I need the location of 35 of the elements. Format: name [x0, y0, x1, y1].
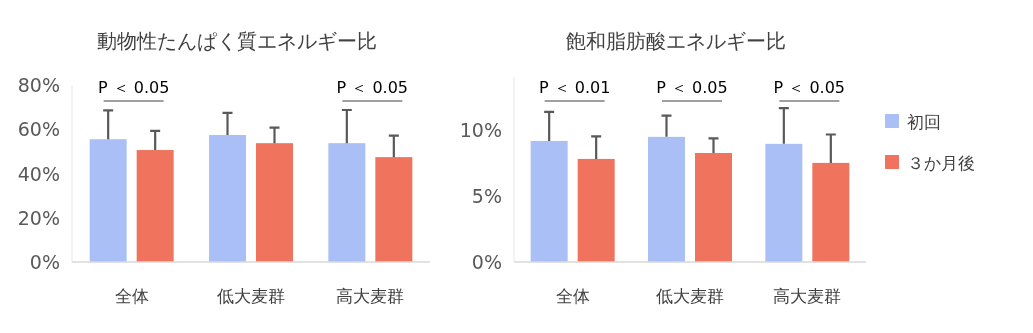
- y-tick-label: 0%: [29, 251, 60, 273]
- bar: [812, 162, 850, 262]
- legend-label: 初回: [907, 112, 941, 132]
- bar: [256, 143, 293, 262]
- bar: [209, 135, 246, 262]
- x-tick-label: 高大麦群: [773, 286, 842, 306]
- chart-title: 動物性たんぱく質エネルギー比: [97, 29, 377, 53]
- x-tick-label: 低大麦群: [656, 286, 724, 306]
- y-tick-label: 60%: [17, 118, 60, 141]
- annotation: P ＜ 0.05: [336, 78, 409, 97]
- bar: [375, 157, 413, 262]
- x-tick-label: 低大麦群: [217, 286, 285, 306]
- bar: [89, 139, 127, 262]
- annotation: P ＜ 0.05: [773, 78, 846, 97]
- y-tick-label: 10%: [459, 118, 502, 141]
- chart-title: 飽和脂肪酸エネルギー比: [566, 29, 786, 53]
- y-tick-label: 80%: [17, 74, 60, 96]
- y-tick-label: 40%: [17, 162, 60, 185]
- bar: [648, 136, 685, 262]
- annotation: P ＜ 0.05: [656, 78, 728, 97]
- bar: [328, 143, 366, 262]
- bar: [577, 158, 615, 262]
- x-tick-label: 全体: [555, 286, 590, 306]
- bar: [136, 150, 174, 262]
- bar: [765, 143, 803, 262]
- y-tick-label: 0%: [471, 251, 502, 273]
- x-tick-label: 全体: [114, 286, 149, 306]
- y-tick-label: 20%: [17, 206, 60, 229]
- annotation: P ＜ 0.05: [97, 78, 170, 97]
- bar: [530, 140, 568, 262]
- y-tick-label: 5%: [471, 184, 502, 207]
- x-tick-label: 高大麦群: [336, 286, 405, 306]
- legend-label: ３か月後: [907, 153, 975, 173]
- bar: [695, 152, 732, 262]
- annotation: P ＜ 0.01: [538, 78, 611, 97]
